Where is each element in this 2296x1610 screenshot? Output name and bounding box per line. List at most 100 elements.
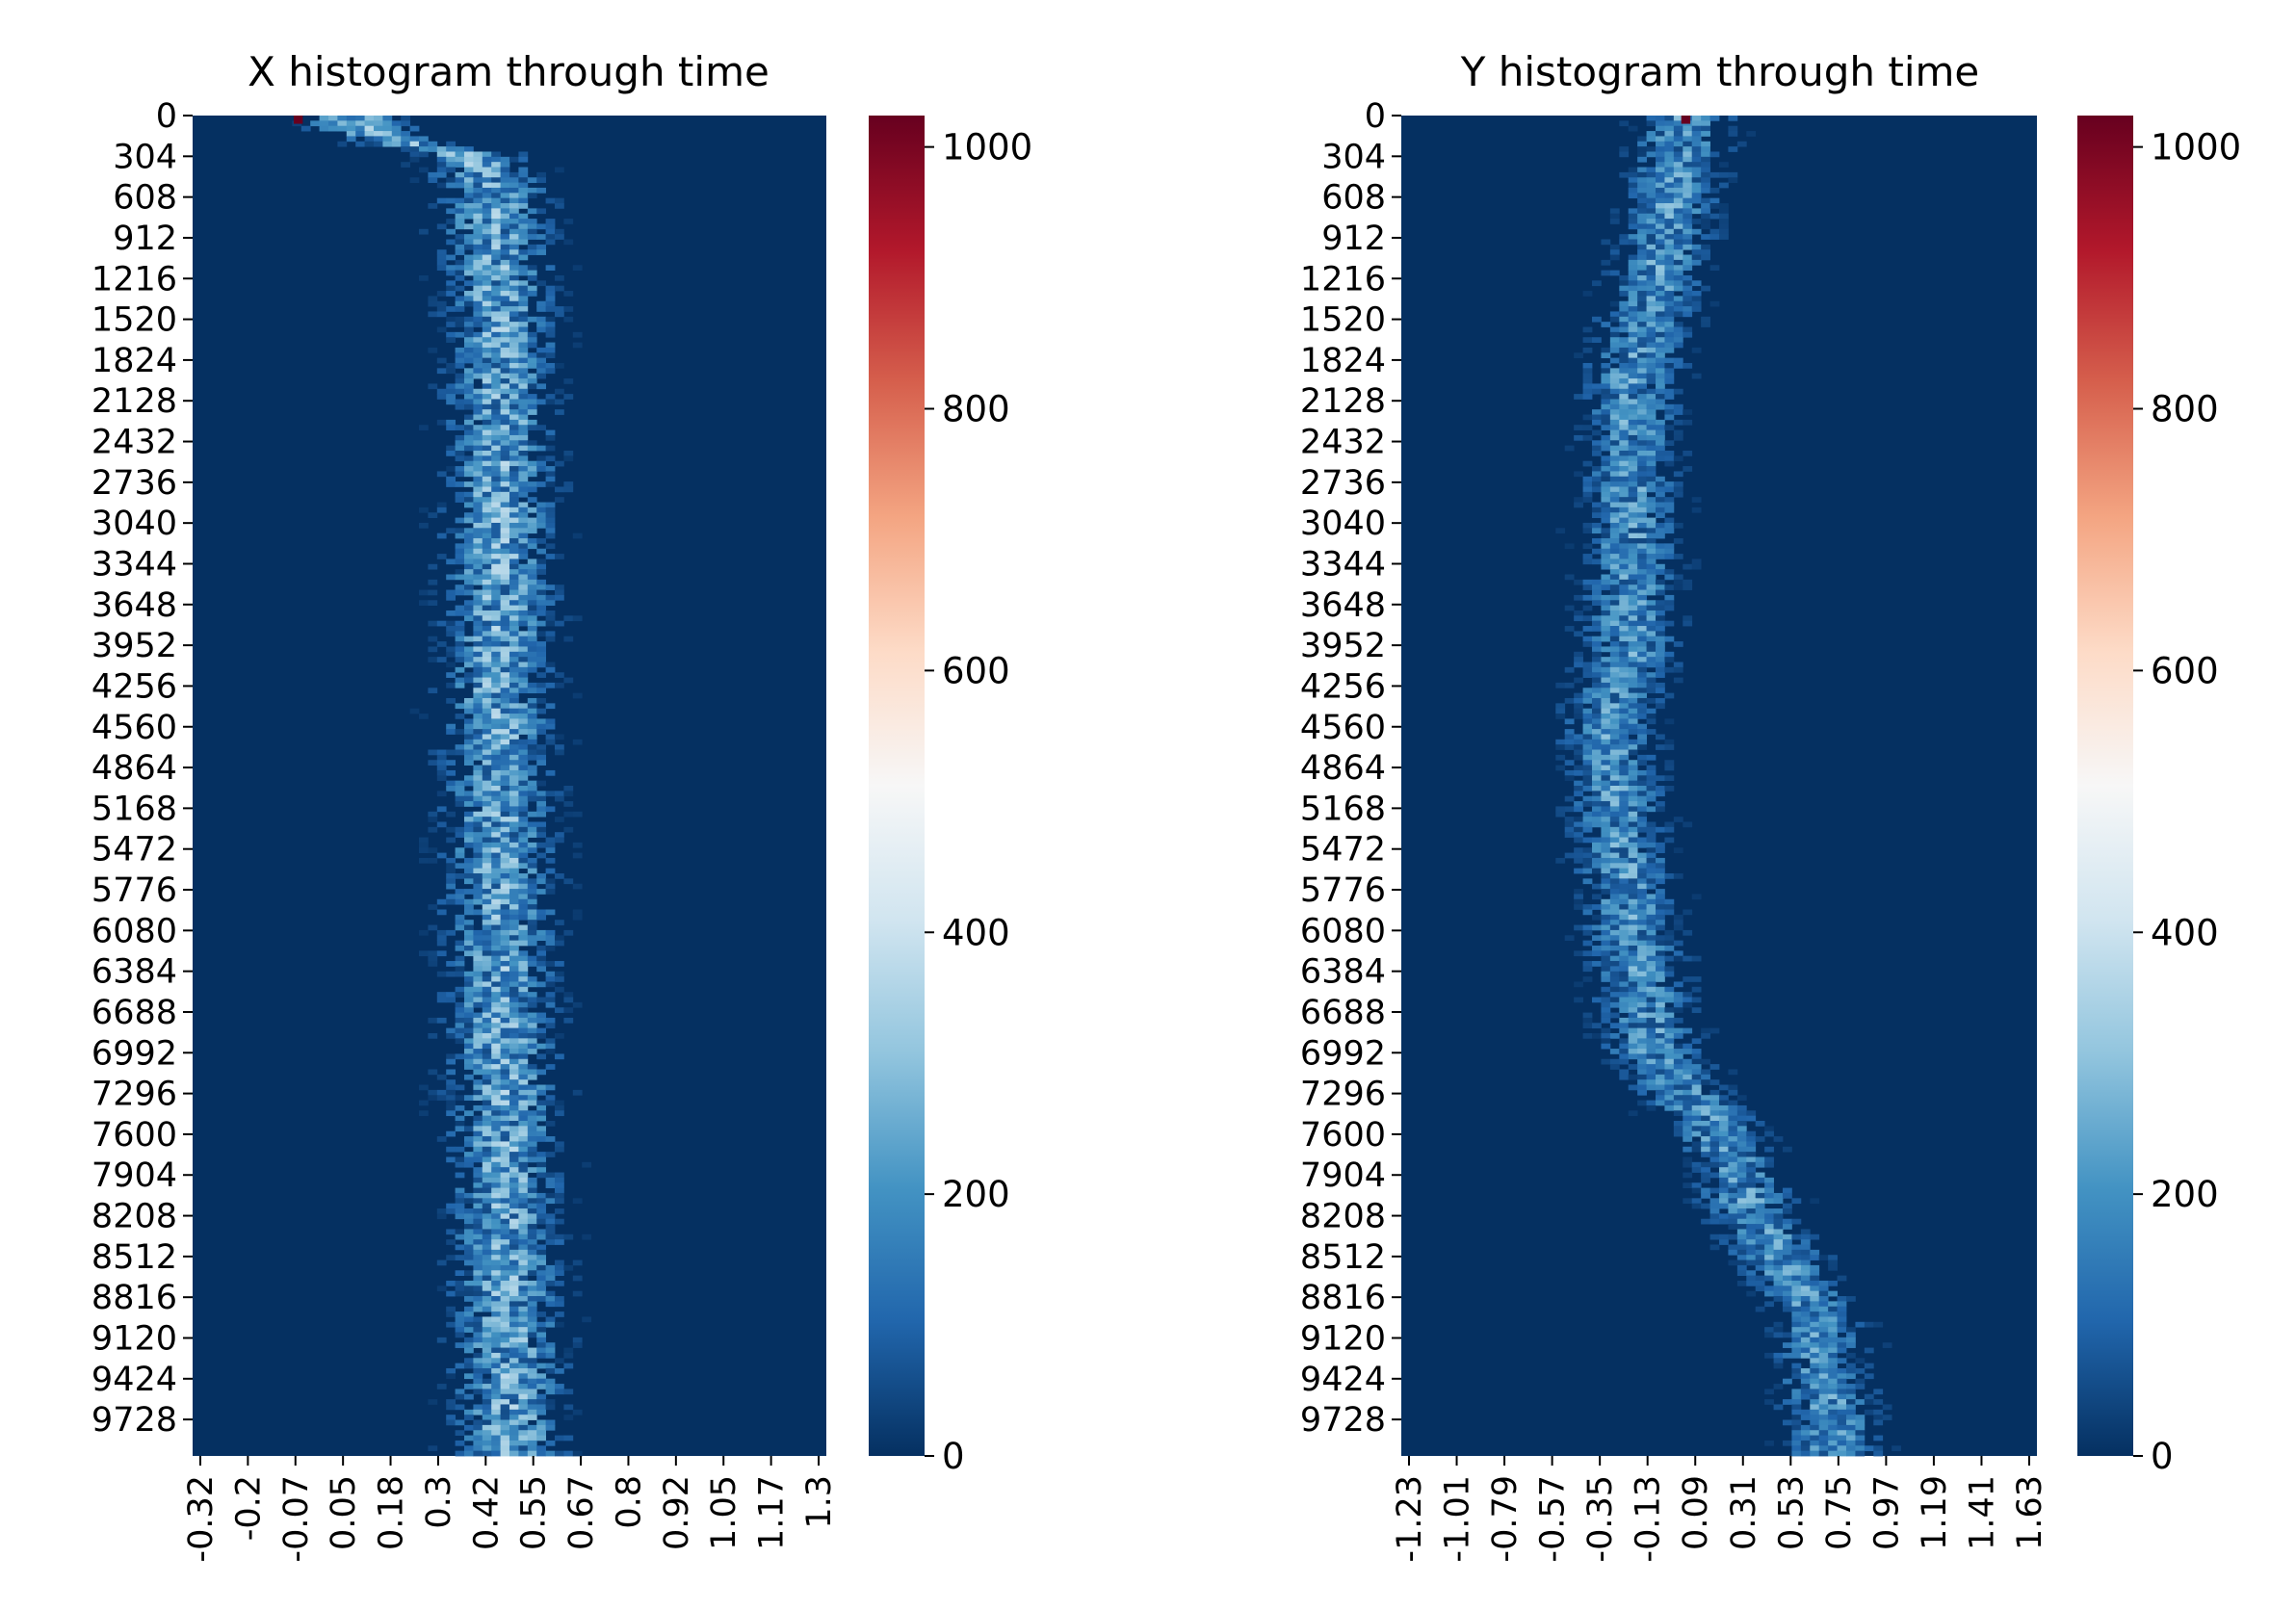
heatmap-cell: [1609, 626, 1620, 632]
heatmap-cell: [1683, 265, 1693, 272]
heatmap-cell: [1646, 1074, 1657, 1080]
heatmap-cell: [509, 1337, 519, 1343]
heatmap-cell: [1673, 136, 1683, 143]
heatmap-cell: [455, 847, 465, 853]
heatmap-cell: [518, 223, 529, 230]
heatmap-cell: [455, 1095, 465, 1101]
heatmap-cell: [545, 662, 556, 668]
heatmap-cell: [1628, 219, 1638, 224]
heatmap-cell: [527, 924, 537, 931]
heatmap-cell: [518, 425, 529, 430]
heatmap-cell: [491, 714, 501, 719]
heatmap-cell: [455, 1316, 465, 1323]
heatmap-cell: [1646, 697, 1657, 704]
heatmap-cell: [491, 837, 501, 844]
heatmap-cell: [455, 517, 465, 524]
heatmap-cell: [374, 136, 383, 143]
heatmap-cell: [500, 1208, 510, 1214]
heatmap-cell: [509, 894, 519, 900]
heatmap-cell: [1646, 506, 1657, 513]
heatmap-cell: [536, 914, 546, 921]
heatmap-cell: [464, 429, 474, 436]
heatmap-cell: [473, 1389, 483, 1395]
heatmap-cell: [473, 300, 483, 307]
heatmap-cell: [1601, 460, 1611, 467]
heatmap-cell: [500, 296, 510, 302]
heatmap-cell: [1673, 1064, 1683, 1070]
heatmap-cell: [491, 765, 501, 771]
heatmap-cell: [545, 837, 556, 844]
heatmap-cell: [536, 1032, 546, 1039]
heatmap-cell: [1709, 1152, 1720, 1157]
heatmap-cell: [1646, 486, 1657, 493]
heatmap-cell: [555, 311, 564, 318]
heatmap-cell: [555, 1264, 564, 1271]
heatmap-cell: [500, 1393, 510, 1400]
heatmap-cell: [1574, 898, 1583, 905]
heatmap-cell: [1592, 817, 1602, 822]
heatmap-cell: [491, 451, 501, 456]
heatmap-cell: [1601, 857, 1611, 864]
heatmap-cell: [1800, 1296, 1811, 1302]
heatmap-cell: [518, 992, 529, 998]
heatmap-cell: [572, 883, 583, 890]
heatmap-cell: [1709, 1089, 1720, 1096]
heatmap-cell: [500, 945, 510, 951]
heatmap-cell: [436, 791, 447, 797]
heatmap-cell: [464, 151, 474, 158]
heatmap-cell: [1601, 786, 1611, 792]
heatmap-cell: [527, 228, 537, 235]
heatmap-cell: [1609, 1001, 1620, 1008]
heatmap-cell: [1619, 615, 1630, 622]
heatmap-cell: [1637, 920, 1647, 925]
heatmap-cell: [1656, 197, 1665, 204]
heatmap-cell: [1637, 270, 1647, 276]
heatmap-cell: [1609, 924, 1620, 931]
heatmap-cell: [482, 486, 492, 493]
heatmap-cell: [473, 1192, 483, 1199]
heatmap-cell: [545, 1363, 556, 1369]
heatmap-cell: [455, 1430, 465, 1436]
heatmap-cell: [1628, 662, 1638, 668]
heatmap-cell: [536, 697, 546, 704]
heatmap-cell: [1719, 234, 1729, 240]
heatmap-cell: [527, 641, 537, 647]
heatmap-cell: [536, 1352, 546, 1359]
heatmap-cell: [491, 274, 501, 281]
heatmap-cell: [1582, 662, 1593, 668]
heatmap-cell: [1564, 445, 1575, 452]
heatmap-cell: [555, 961, 564, 967]
heatmap-cell: [455, 1032, 465, 1039]
heatmap-cell: [482, 532, 492, 539]
heatmap-cell: [545, 889, 556, 895]
heatmap-cell: [464, 502, 474, 508]
heatmap-cell: [1609, 219, 1620, 224]
heatmap-cell: [1683, 1049, 1693, 1054]
heatmap-cell: [491, 259, 501, 266]
heatmap-cell: [527, 651, 537, 658]
heatmap-cell: [555, 497, 564, 503]
heatmap-cell: [518, 826, 529, 833]
heatmap-cell: [1601, 497, 1611, 503]
heatmap-cell: [509, 1208, 519, 1214]
heatmap-cell: [572, 265, 583, 272]
heatmap-cell: [572, 692, 583, 699]
heatmap-cell: [545, 1316, 556, 1323]
heatmap-cell: [436, 265, 447, 272]
heatmap-cell: [1637, 141, 1647, 147]
heatmap-cell: [555, 620, 564, 627]
heatmap-cell: [527, 1136, 537, 1142]
heatmap-cell: [473, 1049, 483, 1054]
heatmap-cell: [509, 254, 519, 261]
heatmap-cell: [518, 249, 529, 255]
heatmap-cell: [482, 1435, 492, 1441]
heatmap-cell: [491, 1440, 501, 1446]
heatmap-cell: [436, 1213, 447, 1220]
heatmap-cell: [446, 156, 456, 163]
heatmap-cell: [482, 1367, 492, 1374]
heatmap-cell: [1574, 765, 1583, 771]
heatmap-cell: [527, 1239, 537, 1245]
heatmap-cell: [1601, 259, 1611, 266]
heatmap-cell: [1646, 842, 1657, 848]
